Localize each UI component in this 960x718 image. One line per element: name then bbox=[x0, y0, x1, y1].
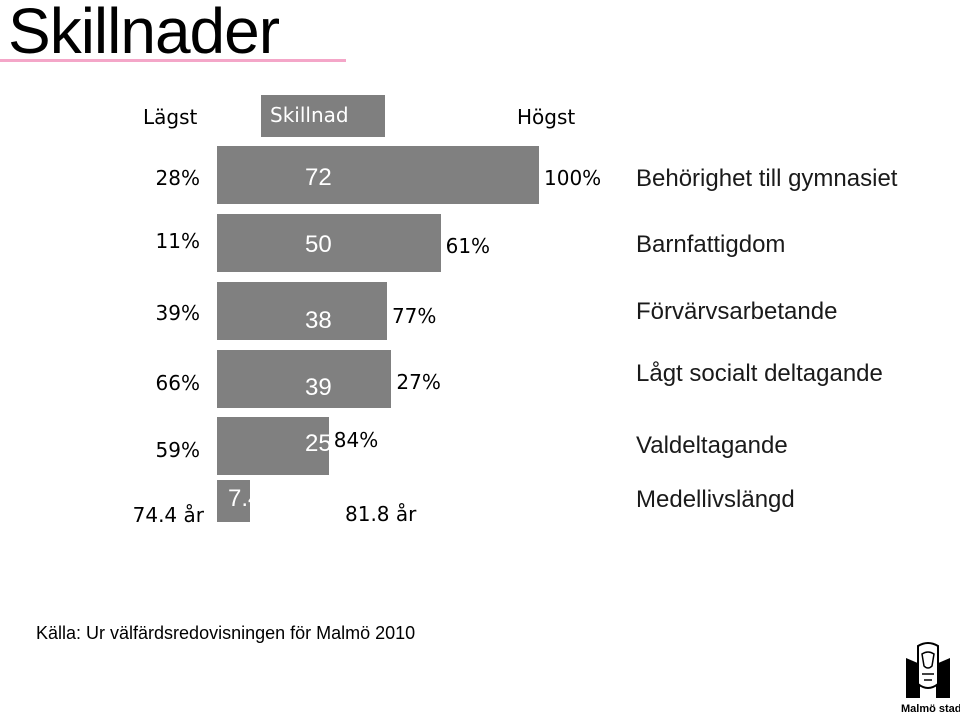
bar-5 bbox=[217, 480, 251, 522]
logo-text: Malmö stad bbox=[901, 703, 960, 715]
source-note: Källa: Ur välfärdsredovisningen för Malm… bbox=[36, 623, 416, 643]
high-value-label: 84% bbox=[333, 428, 379, 452]
diff-value-label: 39 bbox=[305, 374, 332, 401]
diff-value-label: 50 bbox=[305, 231, 332, 258]
bar-2 bbox=[217, 282, 387, 340]
high-value-label: 81.8 år bbox=[345, 502, 417, 526]
low-value-label: 11% bbox=[155, 229, 200, 253]
diff-value-label: 7.4 bbox=[228, 485, 262, 512]
high-value-label: 77% bbox=[391, 304, 437, 328]
malmo-coat-of-arms-icon bbox=[896, 640, 960, 718]
low-value-label: 66% bbox=[155, 371, 200, 395]
indicator-label: Behörighet till gymnasiet bbox=[636, 165, 898, 192]
bar-1 bbox=[217, 214, 441, 272]
high-value-label: 61% bbox=[445, 234, 491, 258]
low-value-label: 28% bbox=[155, 166, 200, 190]
high-header: Högst bbox=[517, 105, 576, 129]
indicator-label: Valdeltagande bbox=[636, 432, 788, 459]
indicator-label: Medellivslängd bbox=[636, 486, 795, 513]
diff-value-label: 38 bbox=[305, 307, 332, 334]
indicator-label: Förvärvsarbetande bbox=[636, 298, 838, 325]
low-value-label: 74.4 år bbox=[132, 503, 204, 527]
bar-4 bbox=[217, 417, 329, 475]
page-title: Skillnader bbox=[8, 0, 280, 67]
title-underline bbox=[0, 59, 346, 62]
bar-3 bbox=[217, 350, 392, 408]
indicator-label: Barnfattigdom bbox=[636, 231, 786, 258]
high-value-label: 100% bbox=[544, 166, 602, 190]
diff-value-label: 25 bbox=[305, 430, 332, 457]
low-header: Lägst bbox=[143, 105, 198, 129]
diff-header: Skillnad bbox=[270, 103, 349, 127]
low-value-label: 59% bbox=[155, 438, 200, 462]
bar-0 bbox=[217, 146, 539, 204]
diff-value-label: 72 bbox=[305, 164, 332, 191]
low-value-label: 39% bbox=[155, 301, 200, 325]
indicator-label: Lågt socialt deltagande bbox=[636, 360, 883, 387]
diff-header-box bbox=[261, 95, 385, 137]
high-value-label: 27% bbox=[396, 370, 441, 394]
